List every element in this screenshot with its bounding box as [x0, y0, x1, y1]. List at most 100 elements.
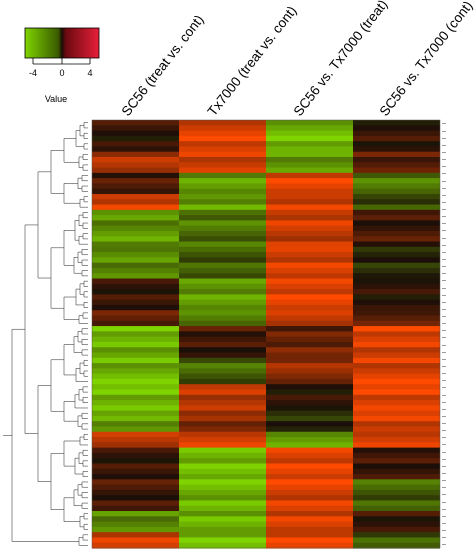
row-label-mark: ‒ [442, 420, 446, 427]
row-label-mark: ‒ [442, 477, 446, 484]
heatmap-cell [179, 505, 266, 512]
heatmap-cell [353, 474, 440, 480]
heatmap-cell [266, 230, 353, 237]
row-label-mark: ‒ [442, 320, 446, 327]
heatmap-cell [92, 415, 179, 422]
heatmap-cell [266, 310, 353, 317]
heatmap-cell [266, 252, 353, 258]
heatmap-cell [179, 167, 266, 174]
heatmap-cell [353, 532, 440, 539]
heatmap-cell [179, 220, 266, 227]
heatmap-cell [266, 120, 353, 126]
heatmap-cell [353, 262, 440, 269]
heatmap-cell [353, 526, 440, 533]
heatmap-cell [179, 532, 266, 539]
heatmap-cell [266, 215, 353, 221]
row-label-mark: ‒ [442, 328, 446, 335]
heatmap-cell [179, 156, 266, 163]
heatmap-cell [92, 405, 179, 412]
row-label-mark: ‒ [442, 271, 446, 278]
heatmap-cell [353, 304, 440, 311]
heatmap-cell [266, 241, 353, 248]
heatmap-cell [266, 384, 353, 391]
heatmap-cell [353, 357, 440, 364]
heatmap-cell [266, 347, 353, 354]
heatmap-cell [353, 495, 440, 502]
heatmap-cell [266, 289, 353, 295]
heatmap-cell [179, 363, 266, 369]
heatmap-cell [92, 468, 179, 475]
heatmap-cell [92, 484, 179, 491]
heatmap-cell [266, 130, 353, 137]
heatmap-cell [179, 252, 266, 258]
heatmap-cell [179, 230, 266, 237]
heatmap-cell [92, 542, 179, 549]
heatmap-cell [353, 442, 440, 449]
row-label-mark: ‒ [442, 370, 446, 377]
row-label-mark: ‒ [442, 485, 446, 492]
heatmap-cell [266, 484, 353, 491]
heatmap-cell [92, 368, 179, 375]
heatmap-cell [179, 516, 266, 523]
color-key-gradient [24, 27, 100, 59]
heatmap-cell [353, 452, 440, 459]
heatmap-cell [92, 283, 179, 290]
heatmap-cell [179, 426, 266, 433]
heatmap-cell [179, 120, 266, 126]
heatmap-cell [353, 341, 440, 348]
heatmap-cell [353, 516, 440, 523]
heatmap-cell [92, 341, 179, 348]
heatmap-cell [266, 516, 353, 523]
heatmap-cell [353, 257, 440, 264]
row-label-mark: ‒ [442, 178, 446, 185]
heatmap-cell [353, 120, 440, 126]
heatmap-cell [353, 246, 440, 253]
heatmap-cell [353, 125, 440, 132]
heatmap-cell [92, 230, 179, 237]
heatmap-cell [179, 542, 266, 549]
heatmap-cell [179, 336, 266, 343]
heatmap-cell [353, 368, 440, 375]
row-label-mark: ‒ [442, 513, 446, 520]
heatmap-cell [92, 299, 179, 306]
heatmap-cell [92, 257, 179, 264]
heatmap-cell [179, 209, 266, 216]
heatmap-cell [179, 267, 266, 274]
heatmap-cell [353, 479, 440, 486]
heatmap-cell [266, 209, 353, 216]
heatmap-cell [266, 273, 353, 280]
heatmap-cell [266, 125, 353, 132]
heatmap-cell [179, 452, 266, 459]
heatmap-cell [92, 156, 179, 163]
heatmap-cell [92, 167, 179, 174]
heatmap-cell [266, 172, 353, 179]
heatmap-cell [353, 273, 440, 280]
heatmap-cell [92, 521, 179, 528]
heatmap-cell [266, 257, 353, 264]
row-label-mark: ‒ [442, 164, 446, 171]
heatmap-cell [266, 363, 353, 369]
heatmap-cell [353, 199, 440, 206]
heatmap-cell [179, 283, 266, 290]
heatmap-cell [266, 178, 353, 184]
heatmap-cell [92, 215, 179, 221]
column-label-3: SC56 vs. Tx7000 (treat) [291, 0, 391, 119]
row-label-mark: ‒ [442, 199, 446, 206]
heatmap-cell [92, 294, 179, 301]
heatmap-cell [353, 230, 440, 237]
heatmap-cell [92, 183, 179, 190]
row-label-mark: ‒ [442, 149, 446, 156]
row-label-mark: ‒ [442, 463, 446, 470]
heatmap-cell [179, 373, 266, 380]
heatmap-cell [266, 199, 353, 206]
heatmap-cell [353, 511, 440, 517]
heatmap-cell [179, 489, 266, 496]
heatmap-cell [266, 458, 353, 465]
row-label-mark: ‒ [442, 363, 446, 370]
row-labels: ‒‒‒‒‒‒‒‒‒‒‒‒‒‒‒‒‒‒‒‒‒‒‒‒‒‒‒‒‒‒‒‒‒‒‒‒‒‒‒‒… [442, 121, 446, 549]
heatmap-cell [266, 162, 353, 169]
row-label-mark: ‒ [442, 378, 446, 385]
heatmap-cell [266, 183, 353, 190]
heatmap-cell [353, 326, 440, 332]
heatmap-cell [266, 357, 353, 364]
